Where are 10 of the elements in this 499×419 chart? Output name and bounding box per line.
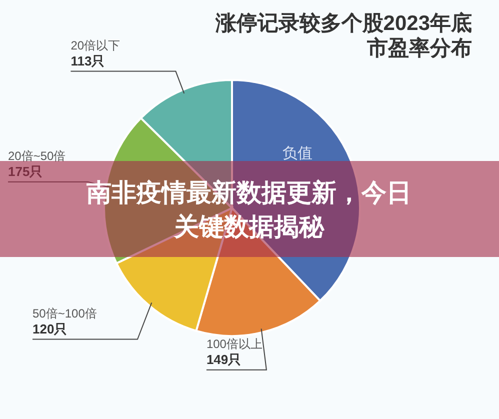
slice-label: 负值 [282,145,312,162]
slice-label: 20倍~50倍 [8,148,66,163]
slice-label: 50倍~100倍 [32,306,97,320]
data-label: 113只 [70,53,105,68]
chart-title: 涨停记录较多个股2023年底市盈率分布 [214,11,472,60]
slice-label: 20倍以下 [70,38,120,52]
data-label: 175只 [8,164,43,179]
data-label: 149只 [206,352,242,367]
data-label: 120只 [32,321,68,336]
slice-label: 100倍以上 [206,336,262,351]
